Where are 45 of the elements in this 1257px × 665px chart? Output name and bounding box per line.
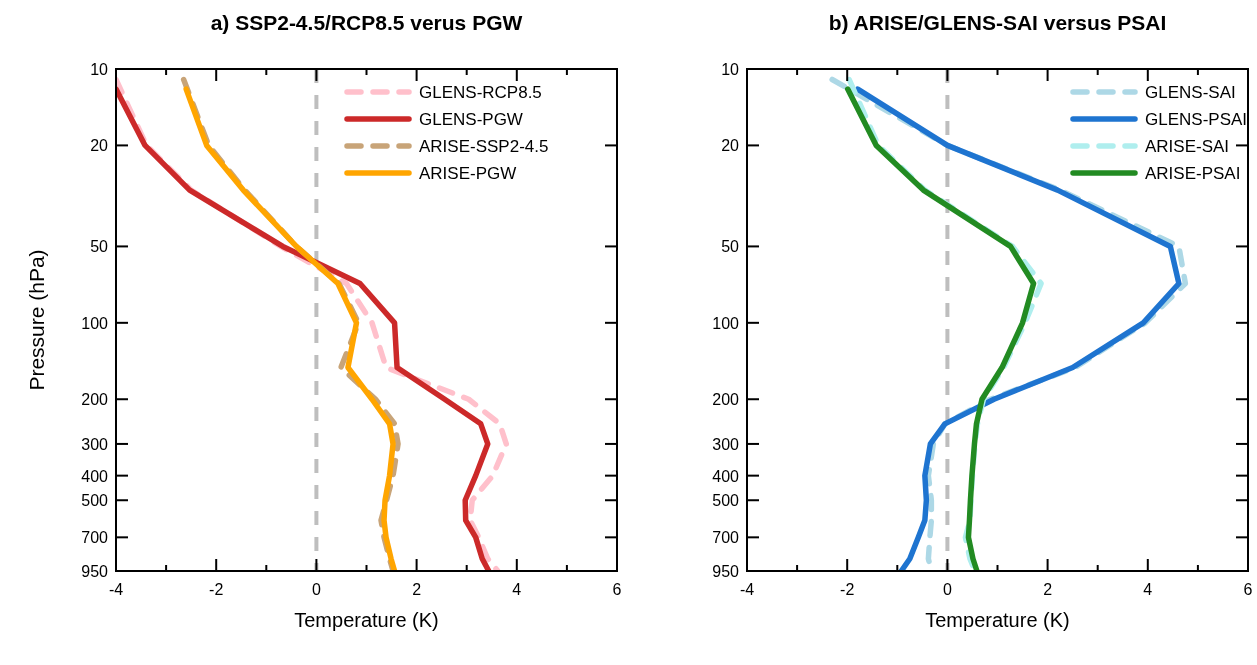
- x-tick-label: 0: [942, 581, 952, 598]
- y-tick-label: 700: [712, 529, 740, 547]
- y-tick-label: 50: [90, 238, 109, 256]
- x-tick-label: -2: [840, 581, 855, 598]
- legend-label: ARISE-PGW: [419, 164, 517, 183]
- y-tick-label: 20: [721, 137, 740, 155]
- y-tick-label: 950: [712, 563, 740, 580]
- y-tick-label: 10: [721, 61, 740, 78]
- x-tick-label: -4: [739, 581, 755, 598]
- y-tick-label: 300: [712, 435, 740, 453]
- legend-label: ARISE-SSP2-4.5: [419, 137, 549, 156]
- y-tick-label: 200: [81, 391, 109, 409]
- chart-title: a) SSP2-4.5/RCP8.5 verus PGW: [210, 11, 523, 34]
- x-tick-label: 6: [612, 581, 622, 598]
- x-tick-label: -2: [209, 581, 224, 598]
- legend-label: ARISE-PSAI: [1145, 164, 1241, 183]
- y-tick-label: 50: [721, 238, 740, 256]
- y-tick-label: 950: [81, 563, 109, 580]
- y-tick-label: 20: [90, 137, 109, 155]
- x-axis-title: Temperature (K): [294, 609, 439, 631]
- y-tick-label: 10: [90, 61, 109, 78]
- x-tick-label: 0: [311, 581, 321, 598]
- chart-title: b) ARISE/GLENS-SAI versus PSAI: [828, 11, 1167, 34]
- legend-label: ARISE-SAI: [1145, 137, 1230, 156]
- y-axis-title: Pressure (hPa): [25, 249, 48, 391]
- y-tick-label: 700: [81, 529, 109, 547]
- y-tick-label: 100: [81, 314, 109, 332]
- y-tick-label: 500: [81, 492, 109, 510]
- x-tick-label: 6: [1243, 581, 1253, 598]
- y-tick-label: 200: [712, 391, 740, 409]
- legend-label: GLENS-PGW: [419, 110, 523, 129]
- x-axis-title: Temperature (K): [925, 609, 1070, 631]
- y-tick-label: 100: [712, 314, 740, 332]
- y-tick-label: 400: [712, 467, 740, 485]
- x-tick-label: 4: [1143, 581, 1153, 598]
- y-tick-label: 400: [81, 467, 109, 485]
- x-tick-label: 2: [1043, 581, 1053, 598]
- y-tick-label: 300: [81, 435, 109, 453]
- x-tick-label: 2: [412, 581, 422, 598]
- x-tick-label: 4: [512, 581, 522, 598]
- legend-label: GLENS-RCP8.5: [419, 83, 542, 102]
- x-tick-label: -4: [108, 581, 124, 598]
- legend-label: GLENS-PSAI: [1145, 110, 1248, 129]
- legend-label: GLENS-SAI: [1145, 83, 1236, 102]
- y-tick-label: 500: [712, 492, 740, 510]
